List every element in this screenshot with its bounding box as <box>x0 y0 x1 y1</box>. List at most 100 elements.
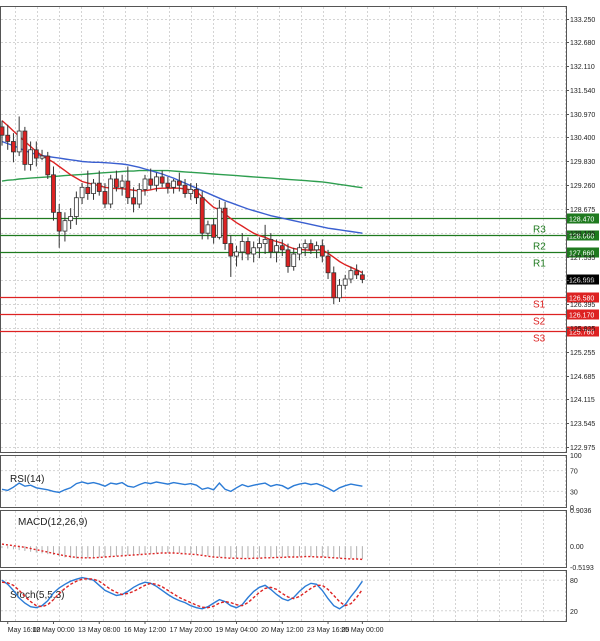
price-tick-label: 128.105 <box>570 231 595 238</box>
price-tick-label: 126.965 <box>570 278 595 285</box>
time-tick-label: 13 May 08:00 <box>78 627 121 634</box>
candle-bullish <box>68 216 74 222</box>
price-tick-label: 124.685 <box>570 374 595 381</box>
price-tick-label: 129.830 <box>570 159 595 166</box>
candle-bearish <box>194 189 199 199</box>
time-tick-label: 16 May 12:00 <box>124 627 167 634</box>
level-price-tag-r1 <box>567 247 599 258</box>
candle-bearish <box>222 207 228 244</box>
price-tick-label: 126.395 <box>570 302 595 309</box>
level-name-s2: S2 <box>533 317 546 328</box>
stoch-tick-label: 80 <box>570 578 578 585</box>
panel-frame <box>0 570 567 622</box>
candle-bullish <box>205 224 211 234</box>
candle-bearish <box>96 182 102 192</box>
candle-bullish <box>62 220 68 232</box>
level-price-tag-r2 <box>567 230 599 241</box>
candle-bearish <box>279 245 285 251</box>
ema-green-line <box>1 169 363 189</box>
candle-bearish <box>114 178 119 188</box>
candle-bearish <box>245 241 251 255</box>
candle-bearish <box>85 186 91 194</box>
candle-bullish <box>154 176 159 186</box>
stoch-d-line <box>1 577 363 609</box>
time-tick-label: 19 May 04:00 <box>215 627 258 634</box>
time-tick-label: 20 May 12:00 <box>261 627 304 634</box>
candle-bullish <box>216 207 222 238</box>
price-tick-label: 122.975 <box>570 445 595 452</box>
candle-bullish <box>79 186 85 199</box>
candle-bearish <box>148 178 154 186</box>
level-price-tag-s2 <box>567 309 599 320</box>
indicator-panels: RSI(14) MACD(12,26,9) Stoch(5,5,3) <box>1 474 363 610</box>
rsi-tick-label: 30 <box>570 489 578 496</box>
candle-bearish <box>228 243 234 257</box>
macd-signal-line <box>1 543 363 561</box>
candle-bearish <box>359 274 365 280</box>
macd-tick-label: 0.00 <box>570 544 584 551</box>
level-price-label-s3: 125.760 <box>569 330 594 337</box>
level-name-r2: R2 <box>533 242 546 253</box>
macd-tick-label: 0.9036 <box>570 508 592 515</box>
price-tick-label: 123.545 <box>570 421 595 428</box>
panel-frame <box>0 510 567 568</box>
candle-bullish <box>171 180 177 188</box>
candle-bearish <box>319 245 325 257</box>
candle-bearish <box>51 174 56 213</box>
candle-bearish <box>102 191 108 205</box>
candle-bearish <box>325 255 331 274</box>
rsi-tick-label: 0 <box>570 505 574 512</box>
rsi-title: RSI(14) <box>10 474 44 485</box>
candle-bearish <box>211 224 217 238</box>
candle-bullish <box>234 251 239 257</box>
level-price-label-s2: 126.170 <box>569 313 594 320</box>
rsi-line <box>1 481 363 494</box>
candle-bearish <box>165 182 171 188</box>
price-tick-label: 130.970 <box>570 112 595 119</box>
candle-bullish <box>302 243 308 249</box>
candle-bearish <box>45 155 51 176</box>
ema-red-line <box>1 120 363 274</box>
price-tick-label: 130.400 <box>570 135 595 142</box>
price-tick-label: 124.115 <box>570 397 595 404</box>
price-tick-label: 133.250 <box>570 17 595 24</box>
candle-bearish <box>125 180 131 199</box>
macd-title: MACD(12,26,9) <box>18 517 87 528</box>
time-tick-label: 17 May 20:00 <box>170 627 213 634</box>
candle-bullish <box>314 245 320 251</box>
candle-bullish <box>297 247 302 255</box>
time-tick-label: 23 May 16:00 <box>307 627 350 634</box>
candle-bearish <box>182 184 188 194</box>
candle-bearish <box>11 141 16 153</box>
stoch-tick-label: 20 <box>570 609 578 616</box>
candle-bearish <box>354 270 360 276</box>
candle-bullish <box>274 245 279 253</box>
candle-bullish <box>337 284 342 299</box>
level-price-label-r3: 128.470 <box>569 217 594 224</box>
price-axis: 133.250 132.680 132.110 131.540 130.970 130.4… <box>566 17 595 616</box>
grid-lines <box>0 6 567 622</box>
candle-bearish <box>199 197 205 234</box>
macd-tick-label: -0.5193 <box>570 565 594 572</box>
price-tick-label: 132.110 <box>570 64 595 71</box>
level-price-label-r1: 127.660 <box>569 251 594 258</box>
level-price-tag-s1 <box>567 292 599 303</box>
candle-bearish <box>131 197 136 205</box>
price-tick-label: 132.680 <box>570 40 595 47</box>
stoch-title: Stoch(5,5,3) <box>10 590 64 601</box>
candle-bearish <box>176 180 182 186</box>
candle-bearish <box>56 211 62 232</box>
level-price-tag-r3 <box>567 213 599 224</box>
candle-bullish <box>39 155 45 159</box>
candle-bullish <box>28 149 34 165</box>
panel-frame <box>0 455 567 508</box>
time-tick-label: 25 May 00:00 <box>341 627 384 634</box>
candle-bullish <box>91 182 96 194</box>
candle-bearish <box>22 130 28 165</box>
candle-bearish <box>331 272 337 299</box>
candle-bullish <box>239 241 245 253</box>
candle-bearish <box>159 176 165 184</box>
level-name-r1: R1 <box>533 259 546 270</box>
